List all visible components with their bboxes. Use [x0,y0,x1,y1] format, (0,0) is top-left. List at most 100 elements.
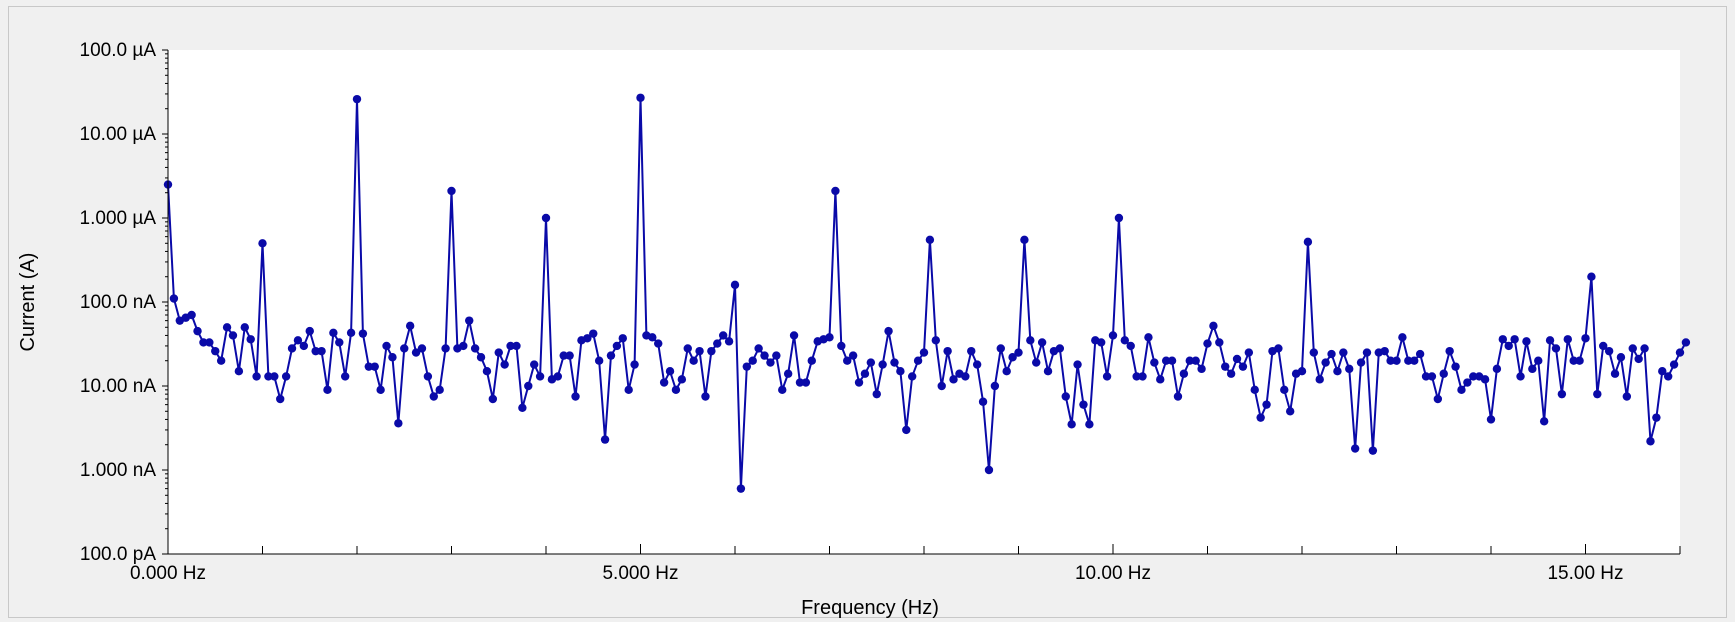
data-point [518,403,527,413]
y-tick-label: 10.00 µA [80,124,157,145]
data-point [1215,338,1224,347]
data-point [1209,321,1218,331]
data-point [654,339,663,348]
data-point [476,353,486,362]
data-point [1126,341,1135,351]
data-point [1138,372,1147,381]
data-point [1339,348,1348,357]
data-point [417,344,427,353]
data-point [1067,420,1076,429]
data-point [949,375,958,384]
data-point [996,344,1005,353]
data-point [1161,356,1171,365]
data-point [335,338,344,347]
data-point [713,339,722,348]
data-point [1167,356,1177,365]
data-point [405,321,415,331]
data-point [423,372,433,381]
data-point [465,316,474,325]
data-point [311,346,320,356]
data-point [1114,213,1124,223]
data-point [860,369,870,378]
data-point [1634,354,1643,364]
data-point [1244,348,1254,357]
data-point [1221,362,1230,371]
data-point [193,326,202,336]
data-point [1604,346,1614,356]
y-tick-label: 10.00 nA [80,376,156,397]
data-point [1345,364,1354,374]
data-point [1232,354,1242,364]
data-point [754,344,763,353]
data-point [984,465,994,475]
data-point [1628,344,1637,353]
x-axis-ticks: 0.000 Hz 5.000 Hz 10.00 Hz 15.00 Hz [130,544,1681,584]
data-point [866,358,876,367]
data-point [1658,367,1667,376]
data-point [400,344,409,353]
data-point [394,419,403,428]
data-point [541,213,551,223]
data-point [1421,372,1431,381]
data-point [1669,360,1679,369]
data-point [837,341,846,351]
data-point [1433,394,1443,404]
data-point [1652,413,1661,422]
data-point [890,358,899,367]
data-point [701,392,710,401]
data-point [1640,344,1649,353]
data-point [329,328,338,337]
data-point [1410,356,1419,365]
data-point [677,375,687,384]
data-point [730,280,740,290]
y-axis-ticks: 100.0 µA 10.00 µA 1.000 µA 100.0 nA 10.00 nA… [80,40,168,565]
data-point [583,334,592,343]
data-point [364,362,374,371]
series-layer [163,93,1691,493]
data-point [1516,372,1525,381]
data-point [724,337,734,346]
data-point [612,341,622,351]
x-tick-label: 5.000 Hz [602,563,678,584]
data-point [1256,413,1265,422]
data-point [1486,415,1496,424]
data-point [1581,334,1590,343]
data-point [1102,372,1112,381]
data-point [222,323,232,332]
data-point [1096,338,1106,347]
data-point [1492,364,1502,374]
data-point [736,484,746,493]
data-point [1463,378,1472,387]
data-point [1262,400,1271,409]
data-point [1646,437,1655,446]
data-point [872,389,881,399]
data-point [1681,338,1691,347]
data-point [535,372,545,381]
data-point [671,385,681,395]
data-point [742,362,752,371]
y-tick-label: 100.0 µA [80,40,157,61]
data-point [512,341,521,351]
data-point [707,346,716,356]
data-point [559,351,568,360]
data-point [854,378,864,387]
data-point [1333,367,1342,376]
data-point [169,294,179,303]
data-point [270,372,279,381]
data-point [199,338,208,347]
data-point [447,186,456,196]
data-point [1439,369,1448,378]
data-point [600,435,610,444]
data-point [276,394,285,404]
data-point [878,360,887,369]
data-point [293,336,303,345]
data-point [1539,417,1549,426]
data-point [228,331,238,340]
data-point [1380,346,1389,356]
data-point [967,346,976,356]
data-point [884,326,893,336]
data-point [1386,356,1395,365]
data-point [246,335,255,344]
data-point [506,341,515,351]
data-point [205,338,214,347]
